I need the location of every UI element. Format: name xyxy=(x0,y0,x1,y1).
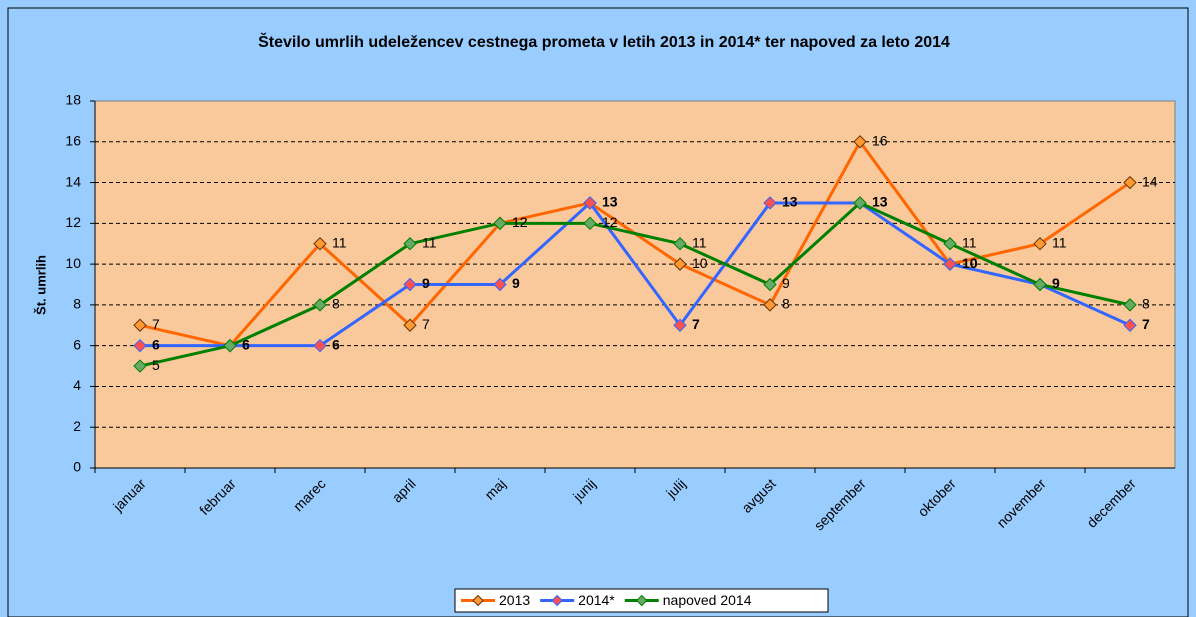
data-point xyxy=(223,338,237,353)
y-tick-label: 12 xyxy=(65,214,81,230)
data-point xyxy=(763,277,777,292)
data-label: 13 xyxy=(602,194,618,210)
data-label: 8 xyxy=(332,296,340,312)
data-point xyxy=(403,237,417,251)
data-label: 13 xyxy=(602,194,618,210)
data-label: 14 xyxy=(1142,173,1158,189)
legend-label: 2013 xyxy=(499,592,530,608)
data-label: 12 xyxy=(602,214,618,230)
data-point xyxy=(763,298,777,312)
data-point xyxy=(673,257,687,271)
y-tick-label: 10 xyxy=(65,255,81,271)
data-label: 8 xyxy=(1142,296,1150,312)
series-line xyxy=(140,200,1131,348)
data-label: 11 xyxy=(422,234,437,250)
y-tick-label: 2 xyxy=(73,418,81,434)
data-label: 7 xyxy=(692,316,700,332)
data-label: 8 xyxy=(782,296,790,312)
data-point xyxy=(673,318,687,332)
data-label: 13 xyxy=(872,194,888,210)
data-point xyxy=(583,216,597,231)
data-label: 11 xyxy=(962,234,977,250)
data-point xyxy=(763,196,777,210)
data-point xyxy=(1033,237,1047,251)
data-point xyxy=(313,298,327,312)
y-tick-label: 4 xyxy=(73,377,81,393)
data-label: 7 xyxy=(422,316,430,332)
data-label: 10 xyxy=(962,255,978,271)
data-point xyxy=(313,338,327,353)
y-tick-label: 0 xyxy=(73,459,81,475)
data-label: 5 xyxy=(152,357,160,373)
data-point xyxy=(313,237,327,251)
data-label: 9 xyxy=(512,275,520,291)
data-point xyxy=(853,135,867,149)
data-label: 6 xyxy=(332,336,340,352)
data-label: 11 xyxy=(692,234,707,250)
data-point xyxy=(1123,318,1137,332)
legend-label: 2014* xyxy=(578,592,615,608)
data-point xyxy=(583,196,597,210)
data-label: 9 xyxy=(782,275,790,291)
data-point xyxy=(403,318,417,332)
data-point xyxy=(493,277,507,292)
data-point xyxy=(403,277,417,292)
legend-marker xyxy=(636,594,648,607)
data-label: 16 xyxy=(872,132,888,148)
data-point xyxy=(1033,277,1047,292)
data-point xyxy=(943,257,957,271)
legend-marker xyxy=(472,594,484,607)
chart-border xyxy=(7,7,1189,617)
chart-title: Število umrlih udeležencev cestnega prom… xyxy=(258,32,950,51)
data-label: 12 xyxy=(512,214,528,230)
data-label: 9 xyxy=(422,275,430,291)
legend-label: napoved 2014 xyxy=(663,592,752,608)
data-label: 7 xyxy=(1142,316,1150,332)
data-label: 6 xyxy=(242,336,250,352)
data-point xyxy=(133,318,147,332)
y-tick-label: 18 xyxy=(65,92,81,108)
plot-area xyxy=(94,100,1176,469)
y-axis-label: Št. umrlih xyxy=(33,255,48,315)
y-tick-label: 6 xyxy=(73,336,81,352)
data-label: 13 xyxy=(872,194,888,210)
y-tick-label: 16 xyxy=(65,132,81,148)
data-point xyxy=(493,216,507,231)
data-point xyxy=(133,359,147,373)
data-point xyxy=(673,237,687,251)
data-label: 10 xyxy=(692,255,708,271)
y-tick-label: 14 xyxy=(65,173,81,189)
data-point xyxy=(133,338,147,353)
data-point xyxy=(1123,175,1137,190)
data-label: 11 xyxy=(332,234,347,250)
series-line xyxy=(139,201,1131,368)
data-point xyxy=(943,237,957,251)
data-label: 9 xyxy=(1052,275,1060,291)
data-label: 6 xyxy=(242,336,250,352)
data-label: 7 xyxy=(152,316,160,332)
data-label: 13 xyxy=(782,194,798,210)
y-tick-label: 8 xyxy=(73,296,81,312)
data-point xyxy=(853,196,867,210)
data-label: 6 xyxy=(152,336,160,352)
legend-marker xyxy=(551,594,563,607)
data-label: 9 xyxy=(1052,275,1060,291)
data-label: 11 xyxy=(1052,234,1067,250)
data-point xyxy=(1123,298,1137,312)
